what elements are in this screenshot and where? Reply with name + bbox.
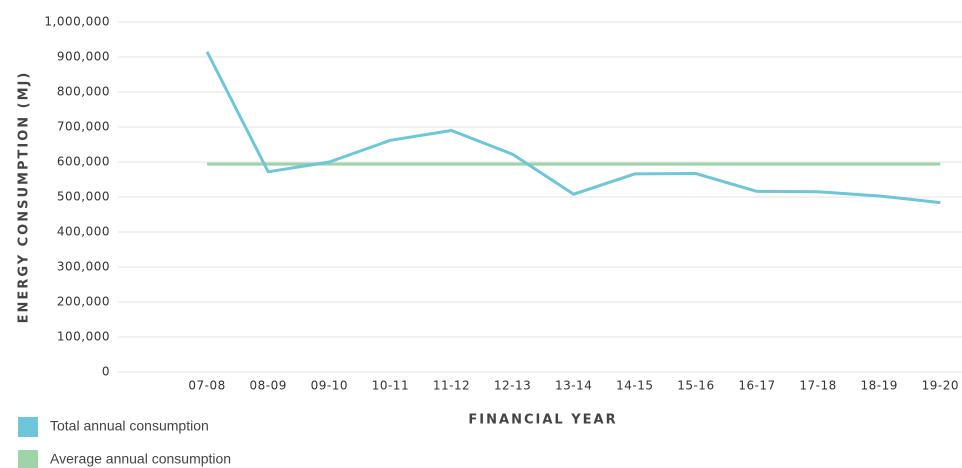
y-tick-label: 800,000 <box>57 85 110 99</box>
y-tick-label: 1,000,000 <box>44 15 110 29</box>
x-tick-label: 17-18 <box>799 379 836 393</box>
legend-swatch <box>18 417 38 437</box>
legend-swatch <box>18 450 38 468</box>
x-tick-label: 15-16 <box>677 379 714 393</box>
y-tick-label: 600,000 <box>57 155 110 169</box>
x-tick-label: 10-11 <box>372 379 409 393</box>
legend-label: Total annual consumption <box>50 418 209 434</box>
y-tick-label: 300,000 <box>57 260 110 274</box>
y-tick-label: 700,000 <box>57 120 110 134</box>
x-tick-label: 16-17 <box>738 379 775 393</box>
y-tick-label: 200,000 <box>57 295 110 309</box>
x-tick-label: 18-19 <box>861 379 898 393</box>
y-tick-label: 400,000 <box>57 225 110 239</box>
y-tick-label: 500,000 <box>57 190 110 204</box>
x-tick-label: 08-09 <box>250 379 287 393</box>
x-tick-label: 12-13 <box>494 379 531 393</box>
x-axis-title: FINANCIAL YEAR <box>468 413 617 428</box>
x-tick-label: 14-15 <box>616 379 653 393</box>
x-tick-label: 13-14 <box>555 379 592 393</box>
x-tick-label: 07-08 <box>188 379 225 393</box>
y-tick-label: 900,000 <box>57 50 110 64</box>
y-tick-label: 0 <box>102 365 110 379</box>
series-line <box>205 51 941 205</box>
x-tick-label: 11-12 <box>433 379 470 393</box>
y-tick-label: 100,000 <box>57 330 110 344</box>
legend-label: Average annual consumption <box>50 451 231 467</box>
y-axis-title: ENERGY CONSUMPTION (MJ) <box>17 71 32 324</box>
x-tick-label: 19-20 <box>922 379 959 393</box>
x-tick-label: 09-10 <box>311 379 348 393</box>
